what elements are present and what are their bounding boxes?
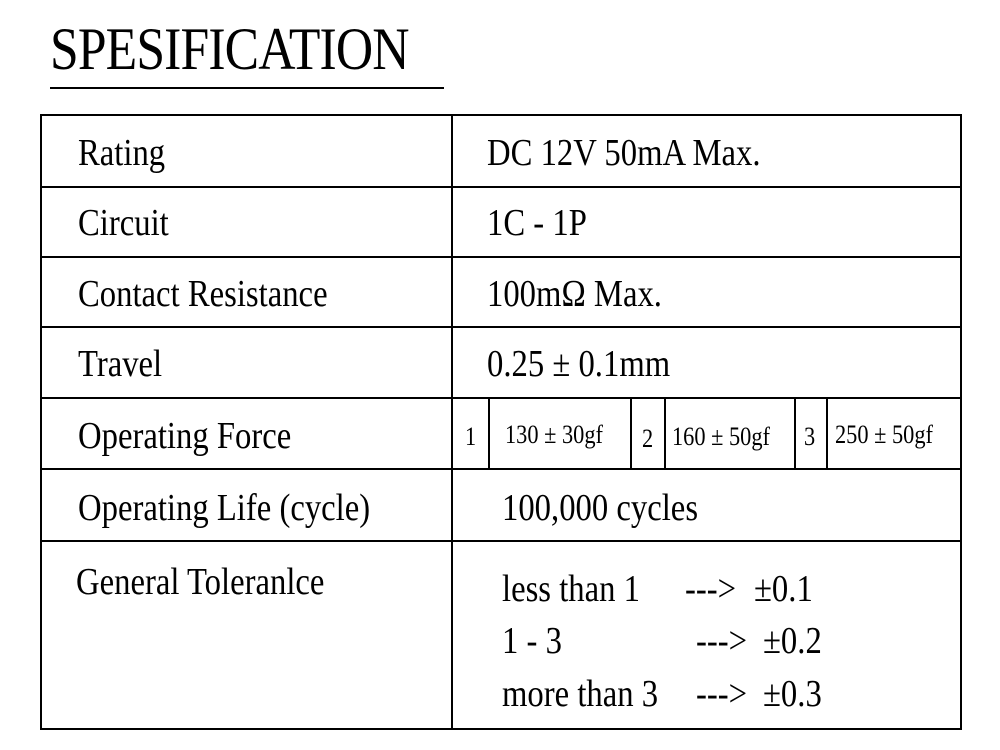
tolerance-range-2: 1 - 3 <box>502 620 562 662</box>
force-subdivider <box>664 397 666 469</box>
force-subdivider <box>488 397 490 469</box>
specification-table: Rating DC 12V 50mA Max. Circuit 1C - 1P … <box>40 114 962 730</box>
general-tolerance-label: General Toleranlce <box>76 561 325 603</box>
travel-value: 0.25 ± 0.1mm <box>487 343 671 385</box>
force-option-index-2: 2 <box>642 424 654 453</box>
contact-resistance-label: Contact Resistance <box>78 273 328 315</box>
tolerance-arrow-3: ---> <box>696 673 748 715</box>
tolerance-range-1: less than 1 <box>502 568 640 610</box>
row-divider <box>42 397 960 399</box>
tolerance-value-3: ±0.3 <box>763 673 822 715</box>
row-divider <box>42 540 960 542</box>
tolerance-range-3: more than 3 <box>502 673 659 715</box>
rating-value: DC 12V 50mA Max. <box>487 132 761 174</box>
force-option-value-3: 250 ± 50gf <box>835 420 933 449</box>
rating-label: Rating <box>78 132 166 174</box>
circuit-value: 1C - 1P <box>487 202 587 244</box>
operating-life-value: 100,000 cycles <box>502 487 699 529</box>
row-divider <box>42 468 960 470</box>
force-subdivider <box>826 397 828 469</box>
title-underline <box>50 87 444 89</box>
force-subdivider <box>794 397 796 469</box>
force-subdivider <box>630 397 632 469</box>
force-option-value-2: 160 ± 50gf <box>672 422 770 451</box>
travel-label: Travel <box>78 343 163 385</box>
column-divider <box>451 116 453 728</box>
operating-force-label: Operating Force <box>78 415 292 457</box>
tolerance-value-2: ±0.2 <box>763 620 822 662</box>
page-title: SPESIFICATION <box>50 16 410 82</box>
force-option-index-1: 1 <box>465 422 477 451</box>
circuit-label: Circuit <box>78 202 169 244</box>
row-divider <box>42 186 960 188</box>
contact-resistance-value: 100mΩ Max. <box>487 273 662 315</box>
tolerance-value-1: ±0.1 <box>754 568 813 610</box>
tolerance-arrow-1: ---> <box>685 568 737 610</box>
operating-life-label: Operating Life (cycle) <box>78 487 371 529</box>
row-divider <box>42 256 960 258</box>
force-option-value-1: 130 ± 30gf <box>505 420 603 449</box>
force-option-index-3: 3 <box>804 422 816 451</box>
tolerance-arrow-2: ---> <box>696 620 748 662</box>
row-divider <box>42 326 960 328</box>
